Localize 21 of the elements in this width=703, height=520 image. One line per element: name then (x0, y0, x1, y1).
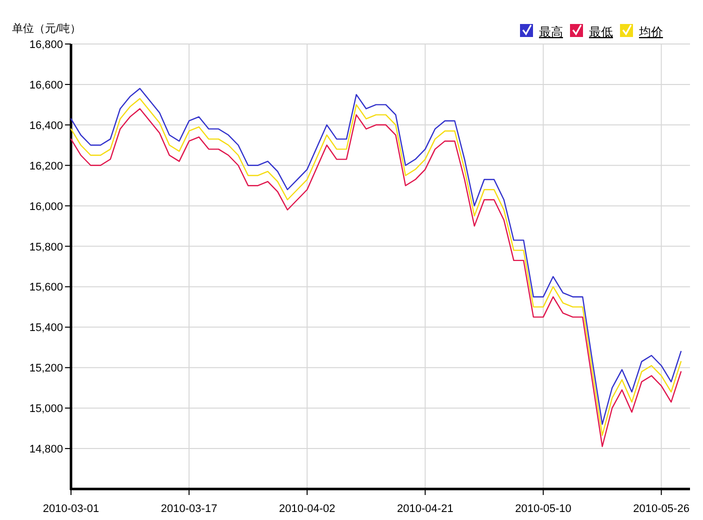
x-tick-label: 2010-04-21 (397, 503, 454, 515)
y-tick-label: 15,600 (29, 282, 63, 294)
y-tick-label: 16,200 (29, 160, 63, 172)
y-tick-label: 15,800 (29, 241, 63, 254)
x-tick-label: 2010-03-01 (42, 503, 100, 515)
legend-label: 最高 (539, 25, 563, 39)
y-tick-label: 16,600 (29, 79, 63, 92)
x-tick-label: 2010-05-10 (515, 503, 572, 515)
y-tick-label: 15,000 (29, 403, 63, 416)
y-tick-label: 14,800 (29, 444, 63, 456)
x-tick-label: 2010-03-17 (160, 503, 218, 515)
y-tick-label: 15,400 (29, 322, 63, 334)
x-tick-label: 2010-05-26 (633, 503, 690, 515)
y-axis-title: 单位（元/吨） (12, 22, 82, 35)
legend-label: 均价 (638, 25, 663, 39)
y-tick-label: 15,200 (29, 362, 63, 375)
legend-label: 最低 (589, 25, 613, 39)
y-tick-label: 16,800 (29, 39, 63, 51)
y-tick-label: 16,400 (29, 120, 63, 132)
x-tick-label: 2010-04-02 (278, 503, 336, 515)
y-tick-label: 16,000 (29, 200, 63, 213)
